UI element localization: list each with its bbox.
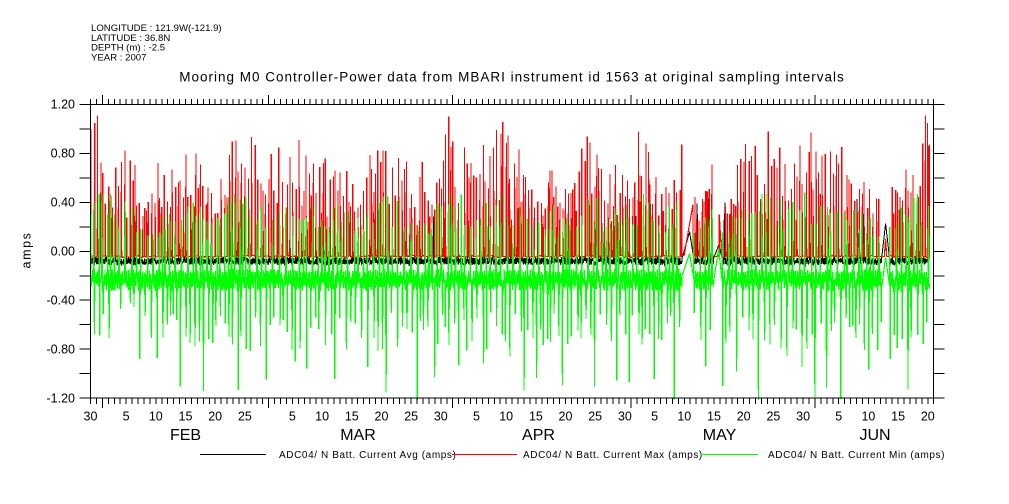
svg-text:MAY: MAY [703, 427, 737, 444]
svg-text:15: 15 [707, 410, 721, 424]
svg-text:5: 5 [473, 410, 480, 424]
svg-text:30: 30 [434, 410, 448, 424]
svg-text:30: 30 [84, 410, 98, 424]
svg-text:ADC04/ N Batt. Current Min (am: ADC04/ N Batt. Current Min (amps) [768, 450, 945, 461]
svg-text:LATITUDE : 36.8N: LATITUDE : 36.8N [91, 33, 170, 44]
svg-text:10: 10 [149, 410, 163, 424]
svg-text:1.20: 1.20 [51, 98, 75, 112]
svg-text:10: 10 [315, 410, 329, 424]
svg-text:amps: amps [20, 232, 34, 269]
svg-text:5: 5 [289, 410, 296, 424]
svg-text:10: 10 [861, 410, 875, 424]
svg-text:LONGITUDE : 121.9W(-121.9): LONGITUDE : 121.9W(-121.9) [91, 23, 222, 34]
svg-text:15: 15 [179, 410, 193, 424]
svg-text:YEAR : 2007: YEAR : 2007 [91, 52, 146, 63]
svg-text:5: 5 [123, 410, 130, 424]
svg-text:JUN: JUN [859, 427, 890, 444]
svg-text:MAR: MAR [340, 427, 376, 444]
svg-text:25: 25 [766, 410, 780, 424]
svg-text:30: 30 [796, 410, 810, 424]
svg-text:Mooring M0 Controller-Power da: Mooring M0 Controller-Power data from MB… [179, 70, 845, 85]
svg-text:25: 25 [588, 410, 602, 424]
svg-text:20: 20 [921, 410, 935, 424]
svg-text:-1.20: -1.20 [47, 391, 76, 405]
svg-text:ADC04/ N Batt. Current Max (am: ADC04/ N Batt. Current Max (amps) [523, 450, 703, 461]
svg-text:5: 5 [651, 410, 658, 424]
svg-text:30: 30 [618, 410, 632, 424]
svg-text:15: 15 [529, 410, 543, 424]
svg-text:20: 20 [208, 410, 222, 424]
svg-text:5: 5 [835, 410, 842, 424]
svg-text:0.40: 0.40 [51, 196, 75, 210]
svg-text:-0.80: -0.80 [47, 342, 76, 356]
svg-text:-0.40: -0.40 [47, 293, 76, 307]
svg-text:25: 25 [404, 410, 418, 424]
svg-text:15: 15 [345, 410, 359, 424]
svg-text:0.80: 0.80 [51, 147, 75, 161]
svg-text:15: 15 [891, 410, 905, 424]
svg-text:10: 10 [677, 410, 691, 424]
svg-text:20: 20 [559, 410, 573, 424]
svg-text:FEB: FEB [170, 427, 201, 444]
svg-text:20: 20 [737, 410, 751, 424]
svg-text:ADC04/ N Batt. Current Avg (am: ADC04/ N Batt. Current Avg (amps) [279, 450, 456, 461]
svg-text:APR: APR [522, 427, 555, 444]
svg-text:25: 25 [238, 410, 252, 424]
svg-text:20: 20 [375, 410, 389, 424]
svg-text:0.00: 0.00 [51, 245, 75, 259]
svg-text:10: 10 [499, 410, 513, 424]
svg-text:DEPTH (m) : -2.5: DEPTH (m) : -2.5 [91, 43, 165, 54]
